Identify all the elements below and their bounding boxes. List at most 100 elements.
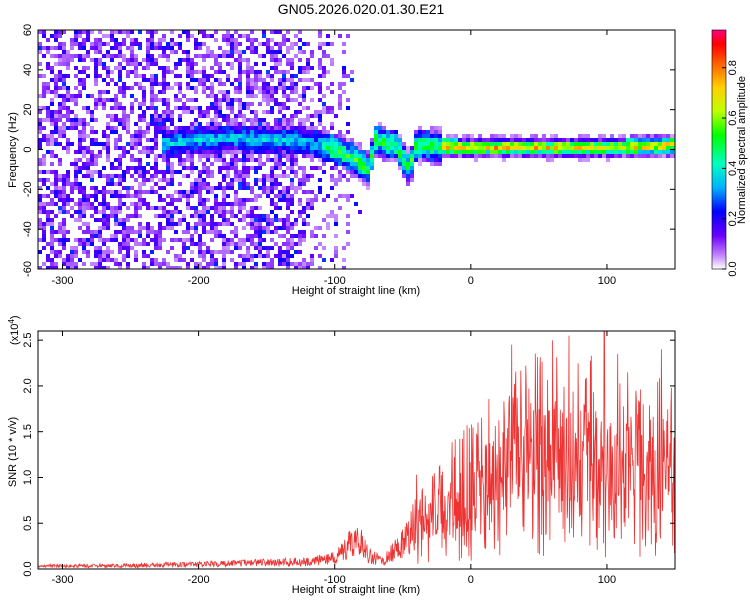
- heatmap-cell: [370, 162, 374, 166]
- heatmap-cell: [90, 30, 94, 34]
- heatmap-cell: [50, 242, 54, 246]
- heatmap-cell: [238, 262, 242, 266]
- heatmap-cell: [98, 246, 102, 250]
- heatmap-cell: [94, 250, 98, 254]
- heatmap-cell: [58, 94, 62, 98]
- heatmap-cell: [314, 194, 318, 198]
- heatmap-cell: [90, 206, 94, 210]
- heatmap-cell: [86, 238, 90, 242]
- heatmap-cell: [198, 130, 202, 134]
- heatmap-cell: [394, 146, 398, 150]
- heatmap-cell: [242, 254, 246, 258]
- heatmap-cell: [162, 118, 166, 122]
- heatmap-cell: [198, 182, 202, 186]
- heatmap-cell: [346, 242, 350, 246]
- heatmap-cell: [146, 62, 150, 66]
- heatmap-cell: [46, 142, 50, 146]
- heatmap-cell: [166, 150, 170, 154]
- heatmap-cell: [146, 78, 150, 82]
- heatmap-cell: [498, 146, 502, 150]
- heatmap-cell: [418, 134, 422, 138]
- heatmap-cell: [646, 134, 650, 138]
- heatmap-cell: [226, 134, 230, 138]
- heatmap-cell: [238, 198, 242, 202]
- heatmap-cell: [286, 126, 290, 130]
- heatmap-cell: [438, 162, 442, 166]
- heatmap-cell: [402, 146, 406, 150]
- heatmap-cell: [42, 230, 46, 234]
- heatmap-cell: [582, 146, 586, 150]
- heatmap-cell: [298, 122, 302, 126]
- heatmap-cell: [50, 70, 54, 74]
- heatmap-cell: [142, 266, 146, 269]
- heatmap-cell: [310, 174, 314, 178]
- heatmap-cell: [54, 266, 58, 269]
- heatmap-cell: [446, 138, 450, 142]
- heatmap-cell: [274, 102, 278, 106]
- heatmap-cell: [286, 214, 290, 218]
- heatmap-cell: [646, 154, 650, 158]
- heatmap-cell: [146, 154, 150, 158]
- heatmap-cell: [522, 154, 526, 158]
- heatmap-cell: [230, 222, 234, 226]
- heatmap-cell: [134, 238, 138, 242]
- heatmap-cell: [286, 226, 290, 230]
- heatmap-cell: [142, 58, 146, 62]
- heatmap-cell: [50, 154, 54, 158]
- heatmap-cell: [78, 138, 82, 142]
- heatmap-cell: [126, 58, 130, 62]
- heatmap-cell: [254, 226, 258, 230]
- heatmap-cell: [110, 162, 114, 166]
- heatmap-cell: [226, 78, 230, 82]
- heatmap-cell: [490, 150, 494, 154]
- heatmap-cell: [98, 250, 102, 254]
- heatmap-cell: [94, 162, 98, 166]
- heatmap-cell: [254, 214, 258, 218]
- heatmap-cell: [38, 202, 42, 206]
- heatmap-cell: [82, 66, 86, 70]
- heatmap-cell: [342, 266, 346, 269]
- heatmap-cell: [82, 242, 86, 246]
- heatmap-cell: [558, 150, 562, 154]
- heatmap-cell: [258, 146, 262, 150]
- heatmap-cell: [530, 134, 534, 138]
- heatmap-cell: [410, 150, 414, 154]
- heatmap-cell: [254, 38, 258, 42]
- heatmap-cell: [218, 54, 222, 58]
- heatmap-cell: [574, 142, 578, 146]
- heatmap-cell: [110, 210, 114, 214]
- heatmap-cell: [322, 154, 326, 158]
- heatmap-cell: [274, 206, 278, 210]
- heatmap-cell: [290, 178, 294, 182]
- heatmap-cell: [38, 226, 42, 230]
- heatmap-cell: [294, 146, 298, 150]
- heatmap-cell: [570, 142, 574, 146]
- heatmap-cell: [126, 114, 130, 118]
- heatmap-cell: [62, 134, 66, 138]
- heatmap-cell: [594, 138, 598, 142]
- heatmap-cell: [114, 194, 118, 198]
- heatmap-cell: [270, 258, 274, 262]
- heatmap-cell: [258, 206, 262, 210]
- heatmap-cell: [318, 86, 322, 90]
- heatmap-cell: [190, 110, 194, 114]
- heatmap-cell: [186, 38, 190, 42]
- heatmap-cell: [594, 154, 598, 158]
- heatmap-cell: [138, 166, 142, 170]
- heatmap-cell: [250, 90, 254, 94]
- heatmap-cell: [50, 218, 54, 222]
- heatmap-cell: [118, 50, 122, 54]
- heatmap-cell: [158, 42, 162, 46]
- heatmap-cell: [426, 146, 430, 150]
- heatmap-cell: [182, 230, 186, 234]
- heatmap-cell: [110, 258, 114, 262]
- heatmap-cell: [162, 258, 166, 262]
- heatmap-cell: [202, 30, 206, 34]
- heatmap-cell: [222, 214, 226, 218]
- heatmap-cell: [138, 202, 142, 206]
- heatmap-cell: [266, 134, 270, 138]
- heatmap-cell: [502, 158, 506, 162]
- heatmap-cell: [50, 258, 54, 262]
- heatmap-cell: [322, 70, 326, 74]
- heatmap-cell: [194, 126, 198, 130]
